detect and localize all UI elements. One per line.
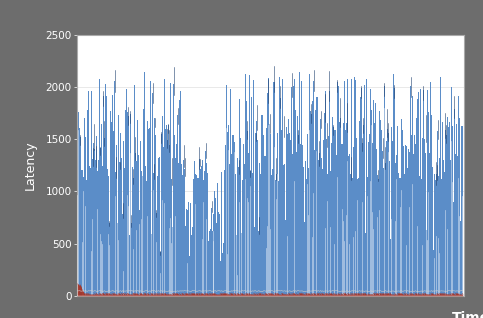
Bar xyxy=(81,169,82,296)
Bar xyxy=(129,235,130,296)
Bar xyxy=(189,255,190,296)
Bar xyxy=(177,115,178,296)
Bar xyxy=(402,130,403,296)
Bar xyxy=(304,222,305,296)
Bar xyxy=(406,146,407,296)
Bar xyxy=(403,146,404,296)
Bar xyxy=(101,124,102,296)
Bar xyxy=(168,125,169,296)
Bar xyxy=(369,135,370,296)
Bar xyxy=(115,172,116,296)
Bar xyxy=(421,179,422,296)
Bar xyxy=(85,249,86,296)
Bar xyxy=(185,226,186,296)
Bar xyxy=(424,139,425,296)
Bar xyxy=(388,133,389,296)
Bar xyxy=(196,175,197,296)
Bar xyxy=(429,153,430,296)
Bar xyxy=(98,160,99,296)
Bar xyxy=(448,127,449,296)
Bar xyxy=(387,129,388,296)
Bar xyxy=(194,161,195,296)
Bar xyxy=(377,175,378,296)
Bar xyxy=(241,233,242,296)
Bar xyxy=(453,202,454,296)
Bar xyxy=(201,166,202,296)
Bar xyxy=(224,170,225,296)
Bar xyxy=(90,168,91,296)
Bar xyxy=(104,138,105,296)
Bar xyxy=(366,79,367,296)
Bar xyxy=(160,252,161,296)
Bar xyxy=(176,144,177,296)
Bar xyxy=(117,223,118,296)
Bar xyxy=(317,97,318,296)
Bar xyxy=(415,144,416,296)
Bar xyxy=(153,173,154,296)
Bar xyxy=(287,134,288,296)
Bar xyxy=(343,123,344,296)
Bar xyxy=(348,156,349,296)
Bar xyxy=(107,169,108,296)
Bar xyxy=(284,164,285,296)
Bar xyxy=(329,91,330,296)
Bar xyxy=(291,86,292,296)
Bar xyxy=(442,121,443,296)
Bar xyxy=(314,150,315,296)
Bar xyxy=(199,159,200,296)
Bar xyxy=(283,165,284,296)
Bar xyxy=(271,175,272,296)
Bar xyxy=(367,177,368,296)
Bar xyxy=(121,158,122,296)
Bar xyxy=(345,130,346,296)
Bar xyxy=(233,135,234,296)
Bar xyxy=(350,174,351,296)
Bar xyxy=(258,231,259,296)
Bar xyxy=(331,143,332,296)
Bar xyxy=(219,214,220,296)
Bar xyxy=(169,145,170,296)
Bar xyxy=(374,123,375,296)
Bar xyxy=(146,181,147,296)
Bar xyxy=(187,210,188,296)
Bar xyxy=(125,110,126,296)
Bar xyxy=(257,141,258,296)
Bar xyxy=(123,141,124,296)
Bar xyxy=(254,227,255,296)
Bar xyxy=(441,179,442,296)
Bar xyxy=(222,253,223,296)
Bar xyxy=(286,127,287,296)
Bar xyxy=(186,209,187,296)
Bar xyxy=(315,110,316,296)
Bar xyxy=(455,154,456,296)
Bar xyxy=(96,136,97,296)
Bar xyxy=(336,155,337,296)
Bar xyxy=(182,176,183,296)
Bar xyxy=(272,169,273,296)
Bar xyxy=(133,178,134,296)
Bar xyxy=(265,156,266,296)
Bar xyxy=(212,231,213,296)
Bar xyxy=(407,168,408,296)
Bar xyxy=(122,214,123,296)
Bar xyxy=(138,155,139,296)
Bar xyxy=(202,160,203,296)
Bar xyxy=(344,81,345,296)
Bar xyxy=(205,150,206,296)
Bar xyxy=(105,85,106,296)
Bar xyxy=(191,235,192,296)
Bar xyxy=(418,92,419,296)
Bar xyxy=(308,168,309,296)
Bar xyxy=(197,178,198,296)
Bar xyxy=(89,165,90,296)
Bar xyxy=(259,163,260,296)
Bar xyxy=(227,132,228,296)
Bar xyxy=(289,133,290,296)
Bar xyxy=(414,135,415,296)
Bar xyxy=(392,141,393,296)
Bar xyxy=(293,86,294,296)
Bar xyxy=(236,235,237,296)
Bar xyxy=(230,89,231,296)
Bar xyxy=(238,167,239,296)
